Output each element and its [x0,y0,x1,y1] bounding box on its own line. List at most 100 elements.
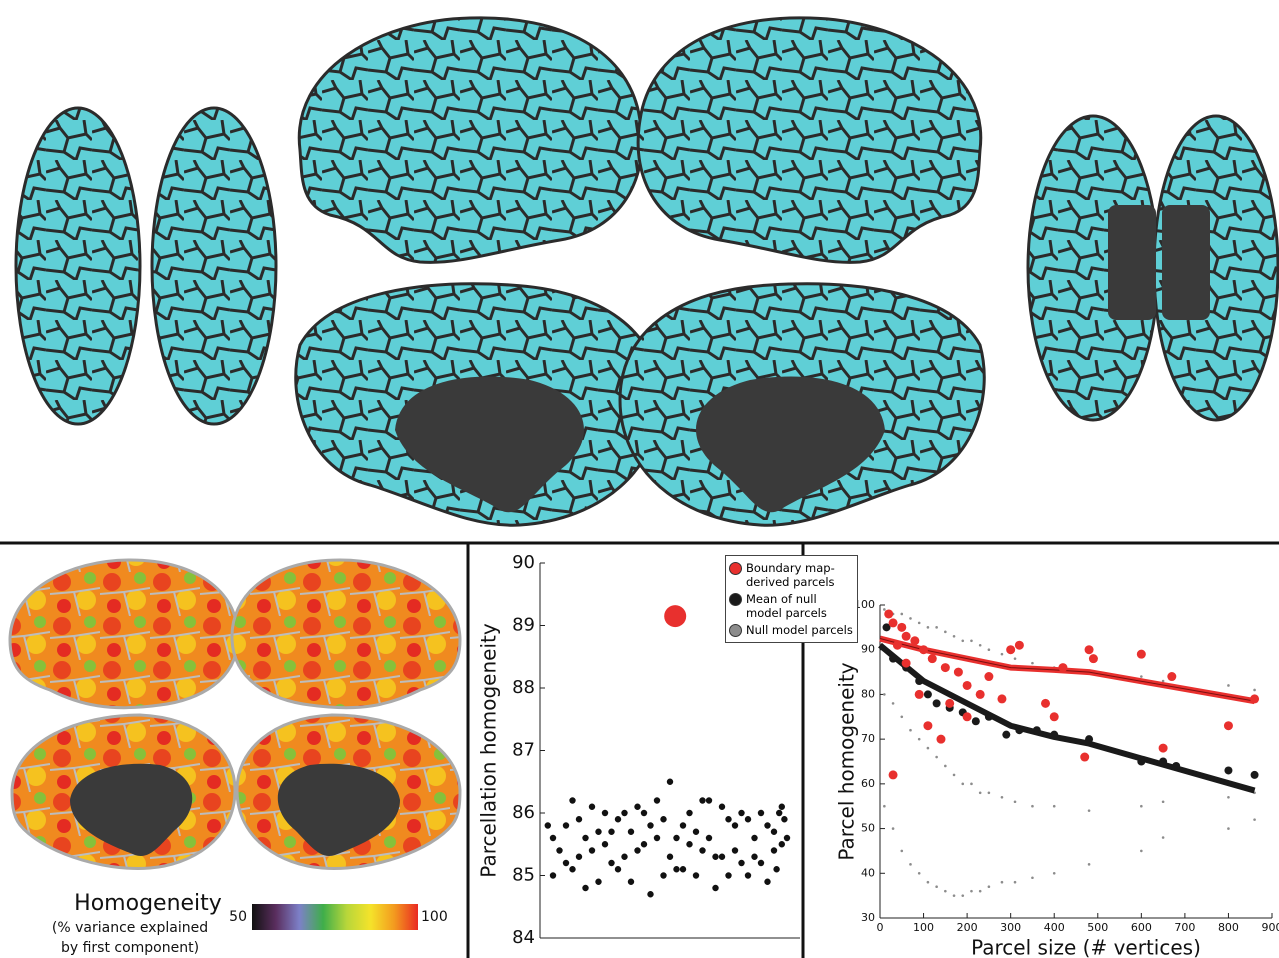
point [647,891,654,898]
colorbar-subtitle: (% variance explained [52,920,208,936]
y-tick-label: 86 [512,802,535,823]
point [549,834,557,842]
point [888,770,898,780]
point [932,699,941,708]
point [647,822,654,829]
point [653,834,661,842]
point [945,698,955,708]
point [1084,645,1094,655]
point [705,797,713,804]
point [900,849,904,853]
point [1161,836,1165,839]
y-tick-label: 60 [861,777,875,790]
point [569,866,576,873]
point [1013,800,1017,804]
legend-label: Null model parcels [746,623,853,637]
point [892,640,902,650]
y-tick-label: 90 [512,552,535,573]
point [917,871,921,875]
point [718,853,726,860]
point [935,885,938,888]
point [1161,679,1165,683]
point [744,816,752,823]
legend-item: Boundary map-derived parcels [728,561,855,589]
point [673,834,680,842]
point [1161,800,1165,804]
point [926,746,930,750]
point [926,626,930,629]
x-tick-label: 0 [877,921,884,934]
legend: Boundary map-derived parcels Mean of null… [725,555,858,643]
point [634,847,641,854]
point [731,847,739,854]
x-tick-label: 400 [1044,921,1065,934]
point [776,809,783,817]
point [1224,766,1233,775]
point [917,621,921,625]
point [562,859,570,867]
point [915,677,924,686]
medial-walls-bottom [70,763,400,856]
point [1140,804,1143,808]
point [718,803,726,810]
point [987,648,991,652]
point [952,635,956,638]
point [1167,672,1177,682]
brain-surfaces [14,16,1279,527]
point [882,623,891,632]
point [575,816,583,823]
point [1172,761,1181,770]
point [608,859,615,867]
point [608,828,615,835]
point [1041,698,1051,708]
point [627,878,635,885]
point [627,828,635,835]
point [900,715,904,719]
y-tick-label: 88 [512,677,535,698]
colorbar-max: 100 [421,909,448,925]
legend-swatch [729,562,742,575]
point [1080,752,1090,762]
point [962,680,972,690]
point [751,853,758,860]
point [987,885,991,888]
point [891,827,895,830]
point [712,853,719,860]
point [679,822,687,829]
point [1250,770,1259,779]
point [970,782,973,786]
point [744,872,752,879]
point [778,803,785,810]
point [1000,652,1004,656]
point [686,841,693,848]
point [1049,712,1059,722]
point [588,847,596,854]
legend-swatch [729,624,742,637]
point [595,878,602,885]
point [666,778,674,785]
point [582,834,589,842]
point [970,639,973,643]
point [978,889,982,893]
point [1137,757,1146,766]
point [1223,721,1233,731]
point [984,672,994,682]
point [738,859,745,867]
x-tick-label: 900 [1262,921,1279,934]
point [1002,730,1011,739]
point [883,693,886,696]
point [926,880,930,884]
point [764,822,771,829]
point [1006,645,1016,655]
colorbar-min: 50 [229,909,247,925]
point [1250,694,1260,704]
point [944,889,947,893]
colorbar-subtitle: by first component) [61,940,199,956]
y-tick-label: 80 [861,687,875,700]
point [927,654,937,664]
point [575,853,583,860]
point [770,847,778,854]
point [640,809,648,817]
point [900,612,904,616]
